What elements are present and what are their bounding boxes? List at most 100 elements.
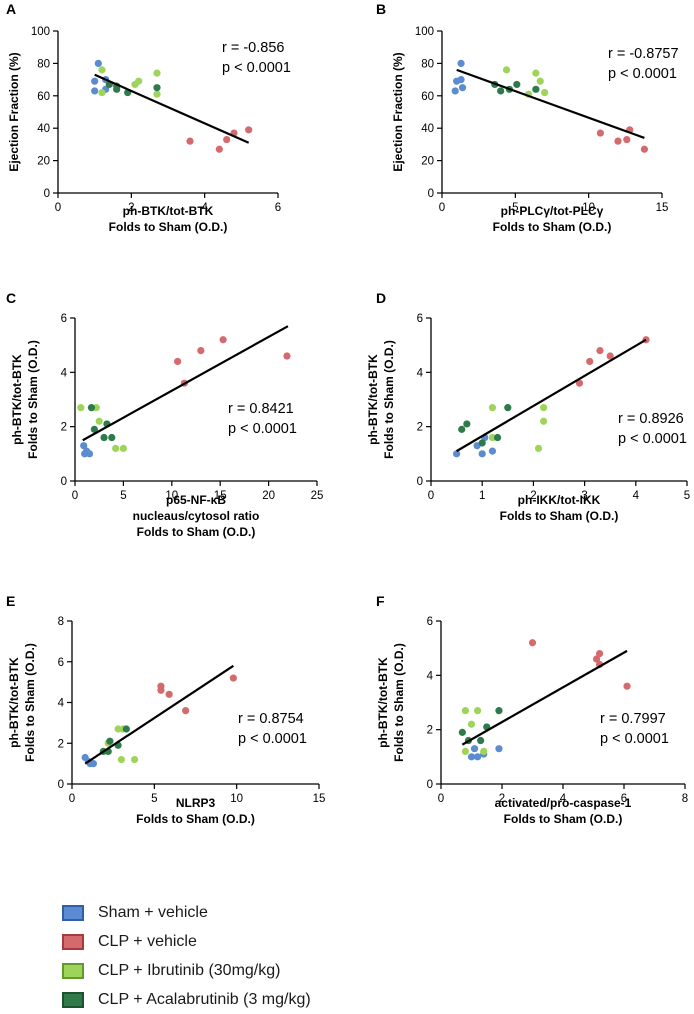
- x-tick-label: 25: [311, 490, 324, 502]
- data-point-clp: [528, 639, 537, 647]
- x-tick-label: 5: [120, 490, 126, 502]
- stats-annotation: p < 0.0001: [238, 731, 307, 747]
- data-point-aca: [100, 433, 108, 442]
- data-point-sham: [89, 760, 98, 768]
- data-point-ibr: [153, 69, 161, 77]
- legend-item-sham: Sham + vehicle: [62, 898, 311, 927]
- y-tick-label: 100: [415, 26, 434, 38]
- x-tick-label: 0: [428, 490, 434, 502]
- data-point-aca: [108, 433, 116, 442]
- data-point-clp: [623, 682, 631, 690]
- x-axis-label: Folds to Sham (O.D.): [504, 812, 623, 826]
- stats-annotation: p < 0.0001: [222, 60, 291, 76]
- data-point-ibr: [98, 66, 106, 74]
- y-tick-label: 0: [417, 476, 423, 488]
- regression-line: [456, 338, 647, 453]
- panel-letter: C: [6, 290, 16, 306]
- data-point-clp: [596, 650, 604, 658]
- y-tick-label: 8: [58, 616, 64, 628]
- legend-swatch-acalabrutinib: [62, 991, 84, 1008]
- regression-line: [94, 73, 250, 144]
- data-point-ibr: [540, 417, 548, 425]
- data-point-clp: [229, 674, 237, 682]
- x-tick-label: 15: [313, 793, 326, 805]
- x-axis-label: ph-PLCγ/tot-PLCγ: [501, 204, 604, 218]
- data-point-ibr: [502, 66, 511, 74]
- data-point-sham: [457, 59, 465, 67]
- data-point-aca: [532, 85, 540, 93]
- y-tick-label: 2: [427, 725, 433, 737]
- x-tick-label: 2: [128, 202, 134, 214]
- y-tick-label: 0: [58, 779, 64, 791]
- y-tick-label: 4: [58, 698, 65, 710]
- data-point-aca: [87, 404, 96, 412]
- x-tick-label: 2: [530, 490, 536, 502]
- data-point-aca: [513, 80, 521, 89]
- data-point-ibr: [119, 444, 127, 452]
- data-point-aca: [477, 736, 485, 745]
- y-tick-label: 4: [427, 670, 434, 682]
- data-point-ibr: [114, 725, 122, 733]
- y-axis-label: Folds to Sham (O.D.): [392, 643, 406, 762]
- y-tick-label: 0: [427, 779, 433, 791]
- legend-item-acalabrutinib: CLP + Acalabrutinib (3 mg/kg): [62, 985, 311, 1014]
- stats-annotation: r = 0.7997: [600, 711, 666, 727]
- data-point-ibr: [461, 747, 469, 756]
- x-tick-label: 4: [560, 793, 567, 805]
- x-tick-label: 15: [656, 202, 669, 214]
- panel-f: F 0 2 4 6 0 2 4 6 8 activated/pro-caspase-1 Folds t…: [376, 593, 688, 826]
- data-point-aca: [122, 725, 130, 733]
- data-point-aca: [463, 420, 471, 428]
- y-tick-label: 6: [427, 616, 433, 628]
- legend-label: CLP + vehicle: [98, 932, 197, 950]
- data-point-clp: [575, 379, 584, 387]
- x-tick-label: 10: [230, 793, 243, 805]
- data-point-ibr: [98, 88, 106, 97]
- x-tick-label: 5: [151, 793, 157, 805]
- data-point-ibr: [130, 755, 139, 764]
- x-axis-label: Folds to Sham (O.D.): [493, 220, 612, 234]
- y-axis-label: ph-BTK/tot-BTK: [7, 657, 21, 748]
- legend-label: CLP + Acalabrutinib (3 mg/kg): [98, 990, 311, 1008]
- x-axis-label: NLRP3: [176, 796, 216, 810]
- data-point-clp: [640, 145, 649, 153]
- x-tick-label: 5: [512, 202, 518, 214]
- stats-annotation: p < 0.0001: [600, 731, 669, 747]
- data-point-ibr: [135, 77, 143, 85]
- y-tick-label: 0: [44, 188, 50, 200]
- y-axis-label: Folds to Sham (O.D.): [382, 340, 396, 459]
- x-axis-label: Folds to Sham (O.D.): [109, 220, 228, 234]
- x-axis-label: ph-BTK/tot-BTK: [123, 204, 214, 218]
- data-point-ibr: [536, 77, 544, 85]
- data-point-ibr: [467, 720, 476, 728]
- y-tick-label: 60: [37, 91, 50, 103]
- x-tick-label: 10: [165, 490, 178, 502]
- data-point-clp: [219, 336, 227, 344]
- data-point-clp: [182, 707, 190, 715]
- x-tick-label: 3: [581, 490, 587, 502]
- stats-annotation: p < 0.0001: [618, 431, 687, 447]
- data-point-sham: [457, 76, 465, 84]
- x-tick-label: 6: [621, 793, 627, 805]
- data-point-aca: [493, 433, 502, 442]
- panel-letter: B: [376, 1, 386, 17]
- data-point-aca: [458, 425, 466, 433]
- data-point-clp: [165, 690, 173, 698]
- x-tick-label: 0: [439, 202, 445, 214]
- x-tick-label: 5: [684, 490, 690, 502]
- x-tick-label: 20: [262, 490, 275, 502]
- data-point-clp: [592, 655, 601, 663]
- data-point-sham: [453, 450, 461, 458]
- y-tick-label: 40: [421, 123, 434, 135]
- data-point-sham: [467, 753, 476, 761]
- data-point-ibr: [532, 69, 540, 77]
- y-axis-label: ph-BTK/tot-BTK: [10, 354, 24, 445]
- data-point-aca: [504, 404, 512, 412]
- data-point-ibr: [480, 747, 488, 756]
- data-point-clp: [614, 137, 622, 145]
- y-tick-label: 100: [31, 26, 50, 38]
- data-point-clp: [215, 145, 223, 153]
- legend-swatch-clp: [62, 933, 84, 950]
- data-point-aca: [90, 425, 98, 433]
